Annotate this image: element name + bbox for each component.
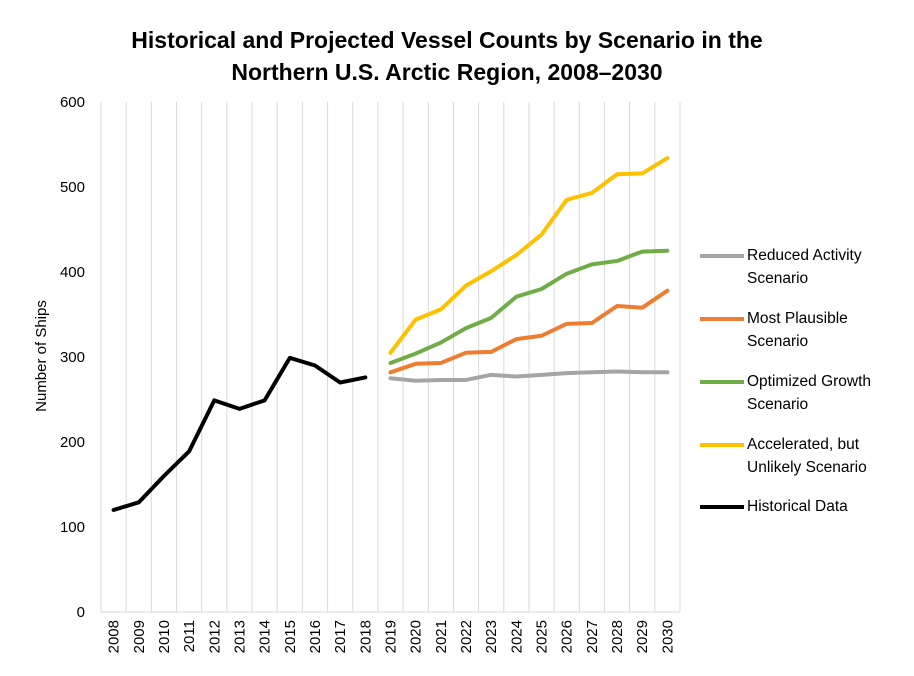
legend-swatch (700, 254, 744, 258)
legend-label: Accelerated, but Unlikely Scenario (747, 436, 867, 476)
y-tick-label: 500 (60, 179, 85, 196)
y-tick-labels: 0 100 200 300 400 500 600 (60, 94, 85, 621)
x-tick-label: 2028 (609, 620, 626, 653)
x-tick-label: 2030 (659, 620, 676, 653)
series-line-2 (388, 248, 670, 365)
x-tick-label: 2027 (584, 620, 601, 653)
x-tick-label: 2009 (131, 620, 148, 653)
series-line-3 (388, 156, 670, 355)
x-tick-label: 2019 (383, 620, 400, 653)
series-line-1 (388, 288, 670, 375)
x-tick-label: 2008 (106, 620, 123, 653)
x-tick-label: 2013 (231, 620, 248, 653)
x-tick-label: 2012 (206, 620, 223, 653)
x-tick-label: 2017 (332, 620, 349, 653)
x-tick-label: 2026 (559, 620, 576, 653)
x-tick-label: 2011 (181, 620, 198, 652)
x-tick-label: 2029 (634, 620, 651, 653)
x-tick-label: 2024 (508, 620, 525, 653)
axes (100, 102, 680, 613)
y-tick-label: 100 (60, 519, 85, 536)
x-tick-label: 2020 (408, 620, 425, 653)
series-line-0 (388, 369, 670, 383)
legend-label: Optimized Growth Scenario (747, 373, 872, 413)
x-tick-label: 2016 (307, 620, 324, 653)
y-tick-label: 0 (77, 604, 85, 621)
chart-title-line-2: Northern U.S. Arctic Region, 2008–2030 (231, 59, 663, 85)
series-lines (111, 156, 670, 512)
x-tick-label: 2018 (357, 620, 374, 653)
y-tick-label: 300 (60, 349, 85, 366)
x-tick-label: 2010 (156, 620, 173, 653)
y-tick-label: 200 (60, 434, 85, 451)
legend-swatch (700, 443, 744, 447)
legend-swatch (700, 317, 744, 321)
legend-swatch (700, 380, 744, 384)
legend-swatch (700, 505, 744, 509)
y-tick-label: 400 (60, 264, 85, 281)
legend-label: Historical Data (747, 498, 848, 515)
chart-title: Historical and Projected Vessel Counts b… (0, 24, 894, 88)
x-tick-label: 2025 (534, 620, 551, 653)
x-tick-label: 2021 (433, 620, 450, 653)
y-axis-label: Number of Ships (33, 300, 50, 412)
x-tick-label: 2023 (483, 620, 500, 653)
legend-label: Most Plausible Scenario (747, 310, 848, 350)
x-tick-labels: 2008 2009 2010 2011 2012 2013 2014 2015 2016 2017… (106, 620, 677, 653)
x-tick-label: 2014 (257, 620, 274, 653)
chart-title-line-1: Historical and Projected Vessel Counts b… (131, 27, 763, 53)
y-tick-label: 600 (60, 94, 85, 111)
legend-label: Reduced Activity Scenario (747, 247, 862, 287)
x-tick-label: 2015 (282, 620, 299, 653)
x-tick-label: 2022 (458, 620, 475, 653)
